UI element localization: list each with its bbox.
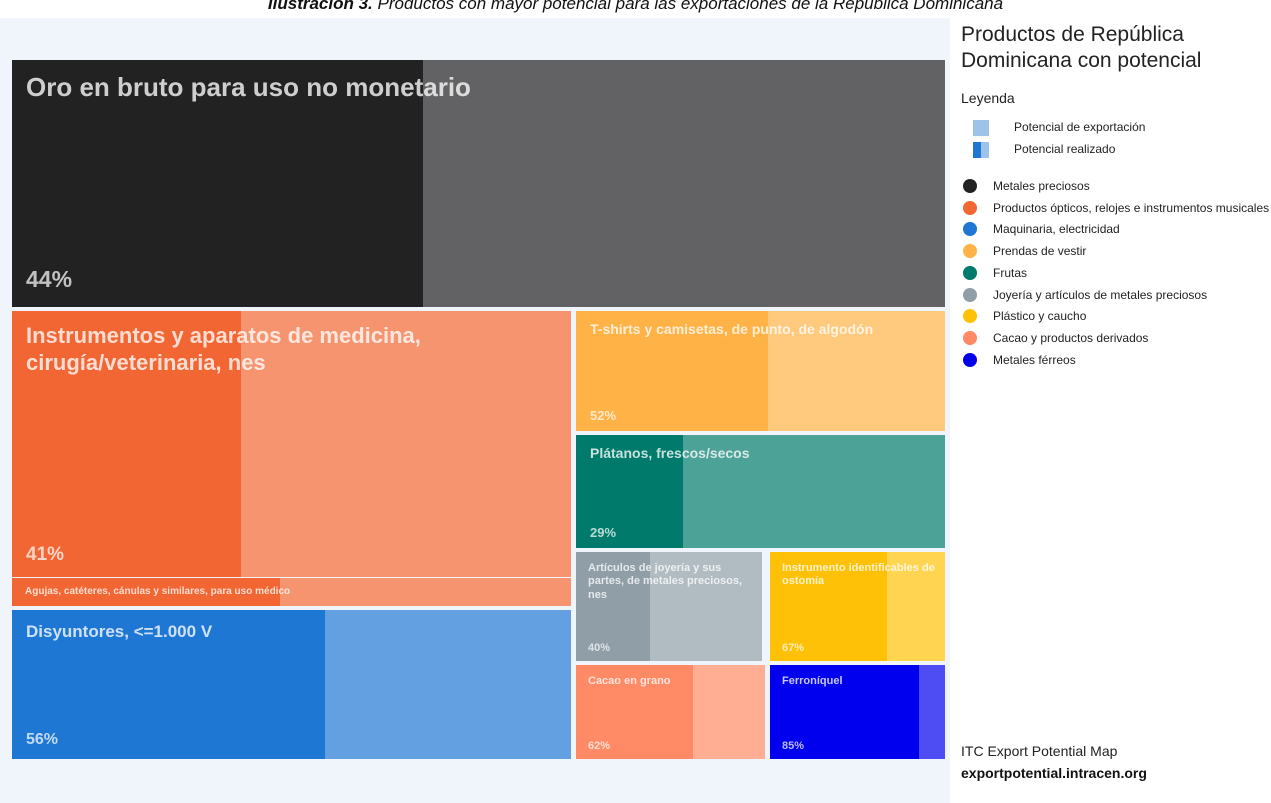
- tile-realized-percent: 52%: [590, 408, 617, 423]
- treemap-tile[interactable]: Instrumentos y aparatos de medicina, cir…: [12, 311, 571, 577]
- caption-prefix: Ilustración 3.: [267, 0, 373, 13]
- category-label: Metales preciosos: [993, 179, 1090, 193]
- category-dot-icon: [963, 287, 977, 302]
- category-dot-icon: [963, 352, 977, 367]
- category-dot-icon: [963, 330, 977, 345]
- legend-key-label: Potencial de exportación: [1014, 120, 1146, 134]
- treemap-tile[interactable]: Cacao en grano 62%: [576, 665, 765, 759]
- realized-potential-bar: [12, 610, 326, 759]
- tile-product-name: T-shirts y camisetas, de punto, de algod…: [590, 321, 874, 337]
- treemap-tile[interactable]: T-shirts y camisetas, de punto, de algod…: [576, 311, 945, 431]
- realized-potential-bar: [576, 311, 768, 431]
- tile-product-name: Ferroníquel: [782, 675, 843, 687]
- tile-realized-percent: 67%: [782, 642, 805, 654]
- figure-caption: Ilustración 3. Productos con mayor poten…: [0, 0, 1271, 14]
- category-label: Prendas de vestir: [993, 244, 1087, 259]
- category-dot-icon: [963, 222, 977, 237]
- tile-realized-percent: 29%: [590, 525, 617, 540]
- realized-potential-bar: [770, 665, 919, 759]
- realized-potential-bar: [770, 552, 888, 661]
- tile-product-name: Instrumentos y aparatos de medicina, cir…: [26, 323, 421, 375]
- category-label: Joyería y artículos de metales preciosos: [993, 287, 1208, 302]
- tile-product-name: Artículos de joyería y sus partes, de me…: [588, 562, 743, 601]
- category-dot-icon: [963, 265, 977, 280]
- realized-potential-bar: [12, 578, 281, 606]
- treemap-tile[interactable]: Artículos de joyería y sus partes, de me…: [576, 552, 762, 661]
- tile-product-name: Plátanos, frescos/secos: [590, 445, 750, 461]
- category-label: Frutas: [993, 265, 1028, 280]
- realized-potential-swatch-icon: [973, 142, 989, 158]
- tile-realized-percent: 62%: [588, 740, 611, 752]
- category-dot-icon: [963, 179, 977, 193]
- legend-heading: Leyenda: [961, 90, 1015, 106]
- legend-title: Productos de República Dominicana con po…: [961, 23, 1202, 72]
- treemap-tile[interactable]: Instrumento identificables de ostomía 67%: [770, 552, 945, 661]
- realized-potential-bar: [576, 665, 694, 759]
- tile-realized-percent: 56%: [26, 731, 59, 748]
- legend-panel: Productos de República Dominicana con po…: [961, 0, 1271, 803]
- realized-potential-bar: [576, 552, 651, 661]
- category-label: Cacao y productos derivados: [993, 330, 1149, 345]
- tile-realized-percent: 44%: [26, 266, 73, 292]
- treemap-tile[interactable]: Oro en bruto para uso no monetario 44%: [12, 60, 945, 307]
- caption-text: Productos con mayor potencial para las e…: [372, 0, 1004, 13]
- source-url[interactable]: exportpotential.intracen.org: [961, 765, 1147, 781]
- realized-potential-bar: [12, 311, 242, 577]
- category-dot-icon: [963, 244, 977, 259]
- tile-product-name: Cacao en grano: [588, 675, 671, 687]
- category-dot-icon: [963, 309, 977, 324]
- treemap-tile[interactable]: Ferroníquel 85%: [770, 665, 945, 759]
- tile-product-name: Oro en bruto para uso no monetario: [26, 72, 471, 102]
- treemap-tile[interactable]: Plátanos, frescos/secos 29%: [576, 435, 945, 548]
- treemap-tile[interactable]: Agujas, catéteres, cánulas y similares, …: [12, 578, 571, 606]
- realized-potential-bar: [576, 435, 683, 548]
- treemap-tile[interactable]: Disyuntores, <=1.000 V 56%: [12, 610, 571, 759]
- category-label: Productos ópticos, relojes e instrumento…: [993, 200, 1270, 215]
- tile-product-name: Instrumento identificables de ostomía: [782, 562, 935, 588]
- tile-product-name: Agujas, catéteres, cánulas y similares, …: [25, 586, 291, 597]
- tile-realized-percent: 40%: [588, 642, 611, 654]
- treemap-chart: Oro en bruto para uso no monetario 44% Ins…: [12, 60, 945, 759]
- realized-potential-bar: [12, 60, 423, 307]
- category-dot-icon: [963, 200, 977, 215]
- export-potential-swatch-icon: [973, 120, 989, 136]
- legend-key-label: Potencial realizado: [1014, 142, 1116, 156]
- category-label: Maquinaria, electricidad: [993, 222, 1120, 237]
- category-label: Plástico y caucho: [993, 309, 1087, 324]
- category-label: Metales férreos: [993, 352, 1076, 367]
- tile-realized-percent: 85%: [782, 740, 805, 752]
- tile-realized-percent: 41%: [26, 544, 65, 565]
- tile-product-name: Disyuntores, <=1.000 V: [26, 622, 213, 641]
- source-name: ITC Export Potential Map: [961, 743, 1118, 759]
